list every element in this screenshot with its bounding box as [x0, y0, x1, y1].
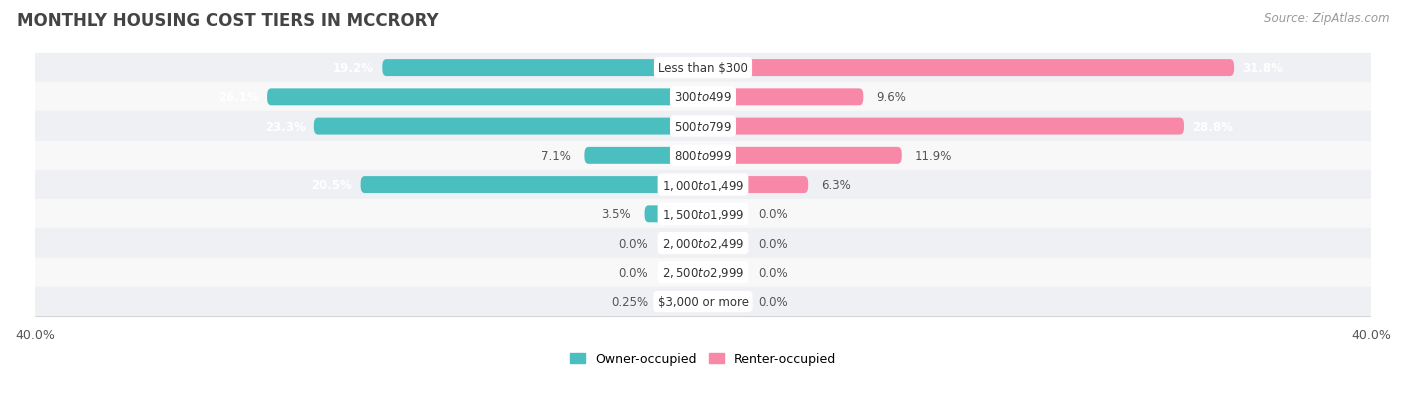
- Text: $300 to $499: $300 to $499: [673, 91, 733, 104]
- Text: 23.3%: 23.3%: [264, 120, 305, 133]
- Text: 26.1%: 26.1%: [218, 91, 259, 104]
- Bar: [35, 83, 1371, 112]
- FancyBboxPatch shape: [703, 118, 1184, 135]
- FancyBboxPatch shape: [382, 60, 703, 77]
- FancyBboxPatch shape: [644, 206, 703, 223]
- Text: 0.0%: 0.0%: [619, 266, 648, 279]
- Bar: [35, 141, 1371, 171]
- FancyBboxPatch shape: [703, 293, 745, 310]
- FancyBboxPatch shape: [661, 235, 703, 252]
- FancyBboxPatch shape: [360, 177, 703, 194]
- Text: 19.2%: 19.2%: [333, 62, 374, 75]
- Text: 7.1%: 7.1%: [541, 150, 571, 162]
- Text: $3,000 or more: $3,000 or more: [658, 295, 748, 309]
- FancyBboxPatch shape: [661, 293, 703, 310]
- Bar: [35, 258, 1371, 287]
- Text: 0.25%: 0.25%: [610, 295, 648, 309]
- FancyBboxPatch shape: [703, 177, 808, 194]
- Text: $2,000 to $2,499: $2,000 to $2,499: [662, 237, 744, 250]
- Text: MONTHLY HOUSING COST TIERS IN MCCRORY: MONTHLY HOUSING COST TIERS IN MCCRORY: [17, 12, 439, 30]
- Text: 3.5%: 3.5%: [602, 208, 631, 221]
- Text: 0.0%: 0.0%: [619, 237, 648, 250]
- Text: Less than $300: Less than $300: [658, 62, 748, 75]
- Text: 28.8%: 28.8%: [1192, 120, 1233, 133]
- FancyBboxPatch shape: [314, 118, 703, 135]
- Text: 0.0%: 0.0%: [758, 295, 787, 309]
- FancyBboxPatch shape: [267, 89, 703, 106]
- Text: $800 to $999: $800 to $999: [673, 150, 733, 162]
- Bar: [35, 287, 1371, 316]
- Text: $1,000 to $1,499: $1,000 to $1,499: [662, 178, 744, 192]
- Text: 0.0%: 0.0%: [758, 266, 787, 279]
- FancyBboxPatch shape: [703, 235, 745, 252]
- FancyBboxPatch shape: [661, 264, 703, 281]
- Text: $500 to $799: $500 to $799: [673, 120, 733, 133]
- Text: 0.0%: 0.0%: [758, 208, 787, 221]
- Text: $1,500 to $1,999: $1,500 to $1,999: [662, 207, 744, 221]
- Bar: [35, 112, 1371, 141]
- Text: 20.5%: 20.5%: [311, 179, 353, 192]
- Text: 6.3%: 6.3%: [821, 179, 851, 192]
- Text: Source: ZipAtlas.com: Source: ZipAtlas.com: [1264, 12, 1389, 25]
- Bar: [35, 171, 1371, 200]
- Bar: [35, 54, 1371, 83]
- Text: 11.9%: 11.9%: [915, 150, 952, 162]
- Text: $2,500 to $2,999: $2,500 to $2,999: [662, 266, 744, 280]
- Text: 0.0%: 0.0%: [758, 237, 787, 250]
- FancyBboxPatch shape: [703, 89, 863, 106]
- Text: 31.8%: 31.8%: [1243, 62, 1284, 75]
- Legend: Owner-occupied, Renter-occupied: Owner-occupied, Renter-occupied: [569, 352, 837, 366]
- FancyBboxPatch shape: [703, 264, 745, 281]
- Text: 9.6%: 9.6%: [877, 91, 907, 104]
- FancyBboxPatch shape: [585, 147, 703, 164]
- FancyBboxPatch shape: [703, 206, 745, 223]
- Bar: [35, 200, 1371, 229]
- FancyBboxPatch shape: [703, 60, 1234, 77]
- Bar: [35, 229, 1371, 258]
- FancyBboxPatch shape: [703, 147, 901, 164]
